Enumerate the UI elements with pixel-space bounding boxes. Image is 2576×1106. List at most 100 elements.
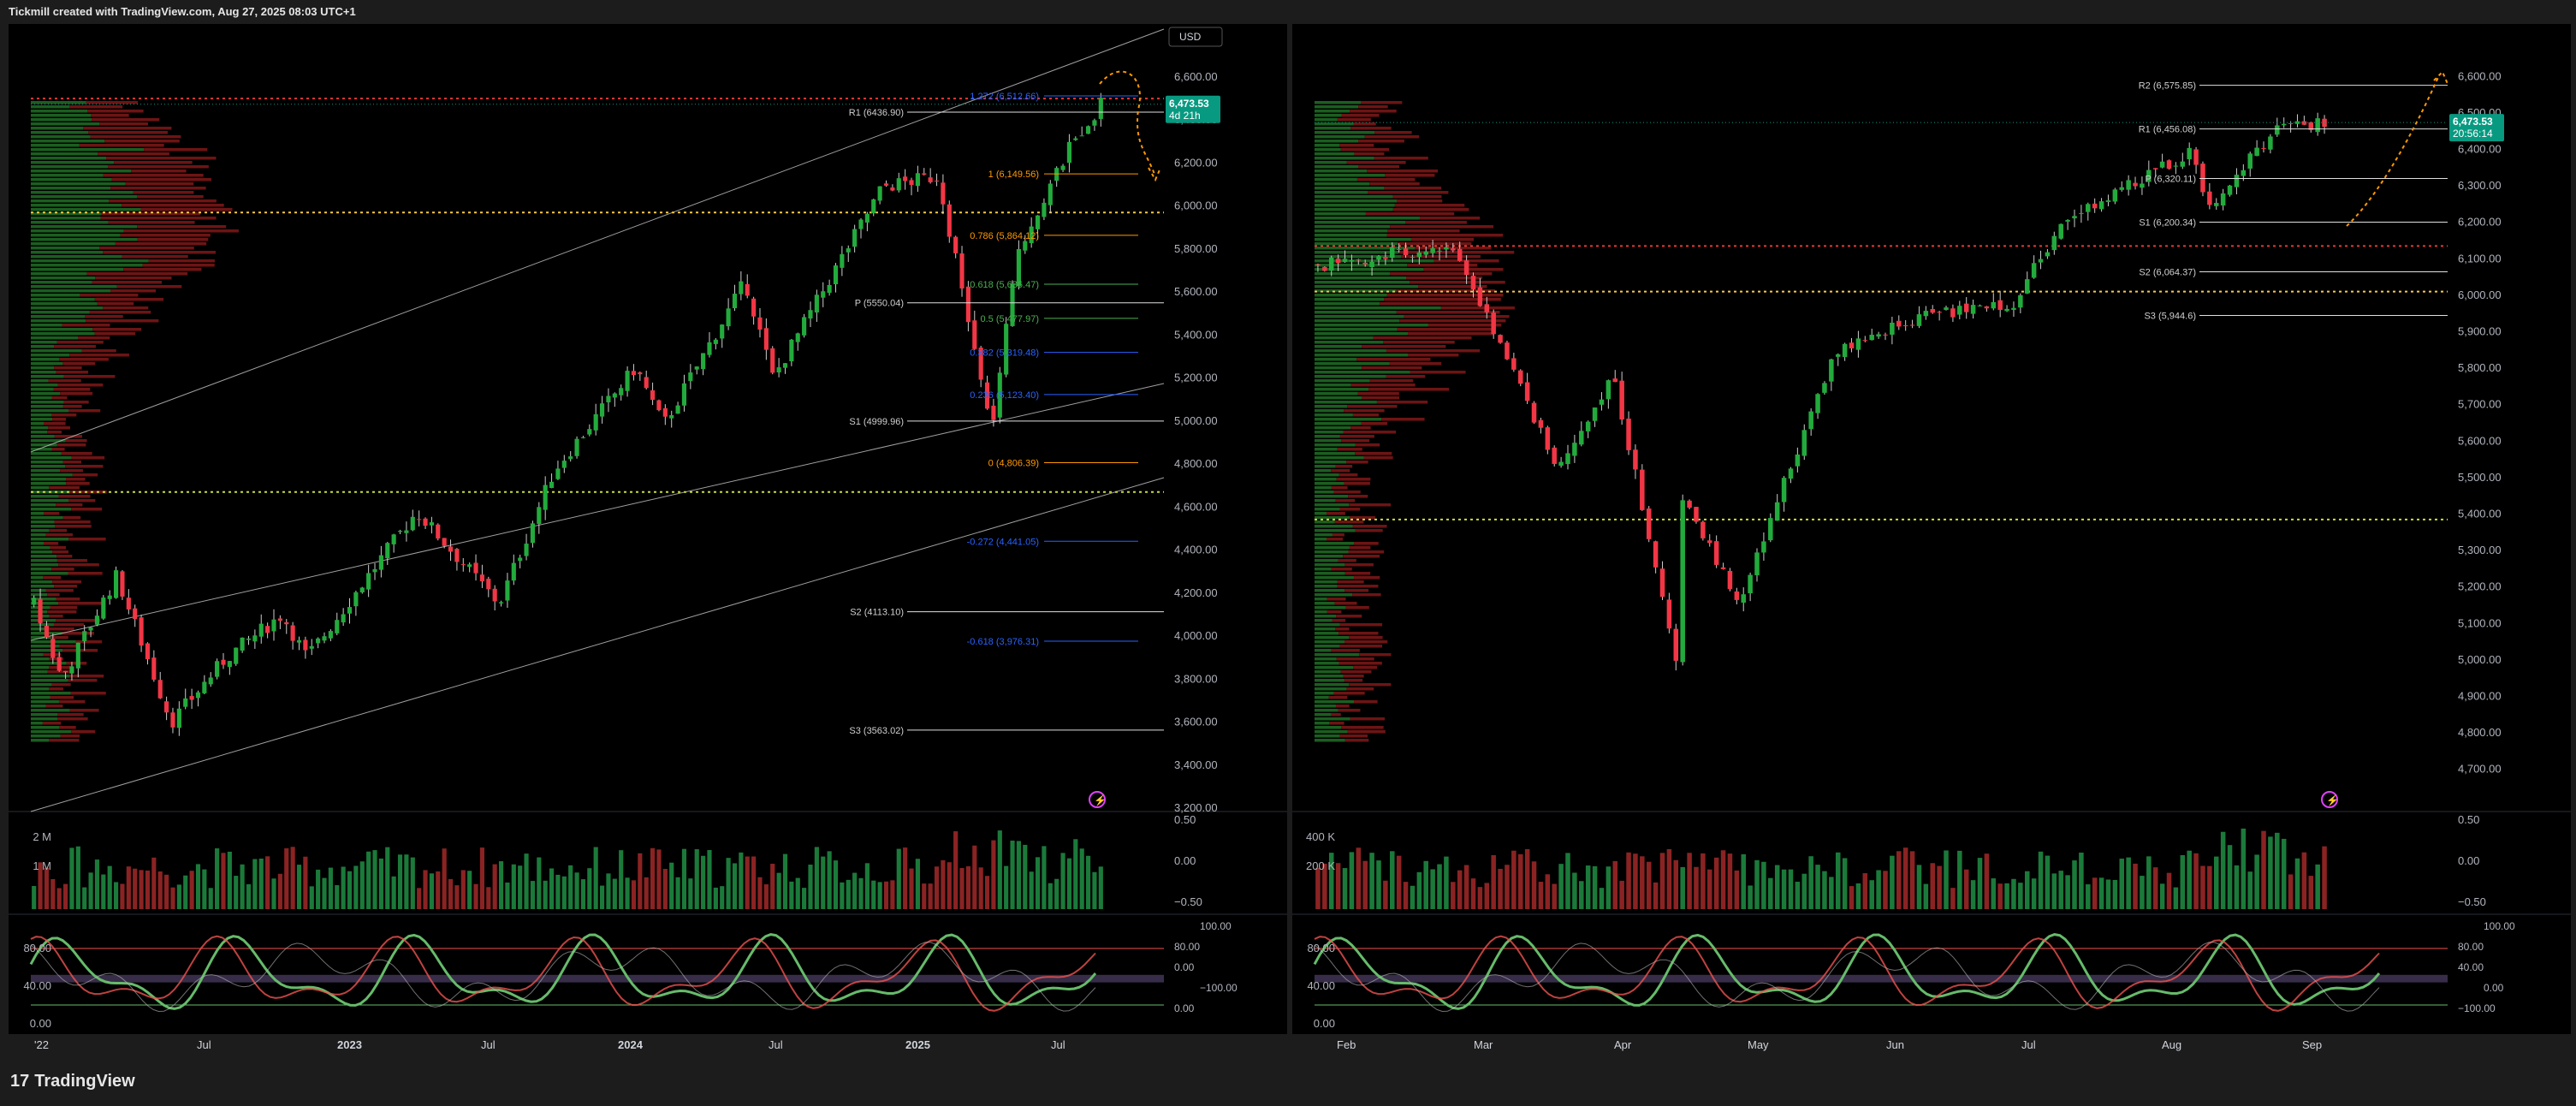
volume-profile-bar-down [1410,371,1466,374]
rsi-right-label: −100.00 [2458,1002,2496,1014]
volume-bar [1808,856,1813,909]
volume-profile-bar-down [1331,713,1341,717]
candle-body [2200,164,2205,193]
candle-body [1572,443,1577,456]
candle-body [1916,314,1922,326]
volume-profile-bar-down [115,242,207,246]
volume-profile-bar-up [31,546,50,550]
volume-bar [669,862,674,909]
volume-bar [1795,882,1801,909]
volume-bar [1545,874,1551,909]
volume-profile-bar-down [1338,473,1358,477]
volume-profile-bar-up [31,165,109,169]
candle-body [2166,160,2172,169]
tradingview-logo[interactable]: 17 TradingView [10,1072,135,1091]
volume-profile-bar-up [31,268,124,271]
volume-bar [2294,858,2300,909]
volume-profile-bar-down [1333,692,1365,695]
candle-body [852,229,858,247]
candle-body [782,363,788,368]
candle-body [770,348,775,373]
volume-profile-bar-down [1385,174,1435,177]
volume-profile-bar-up [1315,572,1345,575]
volume-profile-bar-down [59,645,76,648]
volume-profile-bar-down [1397,328,1495,331]
price-tag-box [1166,95,1220,123]
volume-profile-bar-up [31,187,111,190]
volume-bar [1416,871,1422,909]
candle-body [593,413,598,431]
volume-profile-bar-down [1337,118,1371,122]
candle-body [1997,300,2003,310]
volume-profile-bar-down [54,435,83,438]
volume-profile-bar-up [31,341,57,344]
candle-body [701,353,706,370]
candle-body [1970,305,1976,314]
volume-bar [922,883,927,909]
candle-body [1713,541,1719,565]
volume-profile-bar-down [63,401,89,404]
volume-profile-bar-down [1339,734,1368,738]
volume-bar [903,847,908,909]
volume-profile-bar-up [31,525,56,528]
rsi-main-line [29,933,1097,1010]
volume-profile-bar-down [1338,662,1382,665]
volume-profile-bar-up [1315,152,1355,156]
chart-pane-left[interactable]: 6,600.006,400.006,200.006,000.005,800.00… [9,24,1287,1055]
volume-bar [606,873,611,909]
volume-profile [1315,101,1515,742]
volume-bar [1991,878,1997,909]
volume-profile-bar-up [31,538,69,541]
candle-body [808,310,813,319]
candle-body [984,382,990,409]
volume-bar [2268,836,2273,909]
volume-bar [2227,845,2233,909]
volume-profile-bar-down [1334,520,1364,524]
volume-profile-bar-up [1315,559,1338,562]
volume-bar [303,856,308,909]
volume-profile-bar-up [31,195,138,199]
volume-bar [984,876,990,909]
volume-profile-bar-up [31,135,91,139]
volume-bar [2018,883,2023,909]
volume-profile-bar-down [44,542,59,545]
volume-profile-bar-up [1315,598,1327,601]
volume-profile-bar-down [90,135,181,139]
volume-bar [2241,828,2247,909]
volume-profile-bar-down [92,118,160,122]
volume-profile-bar-up [1315,161,1347,164]
volume-bar [1517,853,1523,909]
price-axis-label: 6,200.00 [1174,156,1218,169]
volume-profile-bar-down [1362,366,1422,370]
candle-body [1855,338,1861,350]
volume-bar [94,859,100,909]
volume-profile-bar-down [1347,730,1386,734]
volume-bar [1829,877,1834,909]
volume-profile-bar-down [69,675,104,678]
currency-label: USD [1179,31,1202,43]
volume-bar [101,874,106,909]
candle-body [1410,257,1416,259]
volume-profile-bar-up [1315,101,1361,104]
candle-body [1869,335,1874,341]
volume-bar [1876,870,1881,909]
volume-bar [2072,860,2077,909]
volume-profile-bar-down [49,687,63,691]
volume-bar [599,885,605,909]
chart-pane-right[interactable]: 6,600.006,500.006,400.006,300.006,200.00… [1292,24,2571,1055]
volume-profile-bar-up [1315,208,1393,211]
candle-body [871,199,876,214]
volume-bar [1444,856,1449,909]
volume-bar [62,883,68,909]
fib-level-label: -0.272 (4,441.05) [967,537,1039,547]
volume-profile-bar-up [1315,105,1359,109]
candle-body [2187,147,2192,160]
volume-bar [1984,853,1990,909]
volume-profile-bar-down [1399,319,1506,323]
volume-profile-bar-up [31,169,132,173]
volume-profile-bar-down [1338,632,1379,635]
volume-profile-bar-down [122,255,188,259]
volume-profile-bar-down [1369,379,1414,383]
fib-level-label: 1.272 (6,512.66) [970,92,1039,102]
volume-profile-bar-up [31,366,55,370]
